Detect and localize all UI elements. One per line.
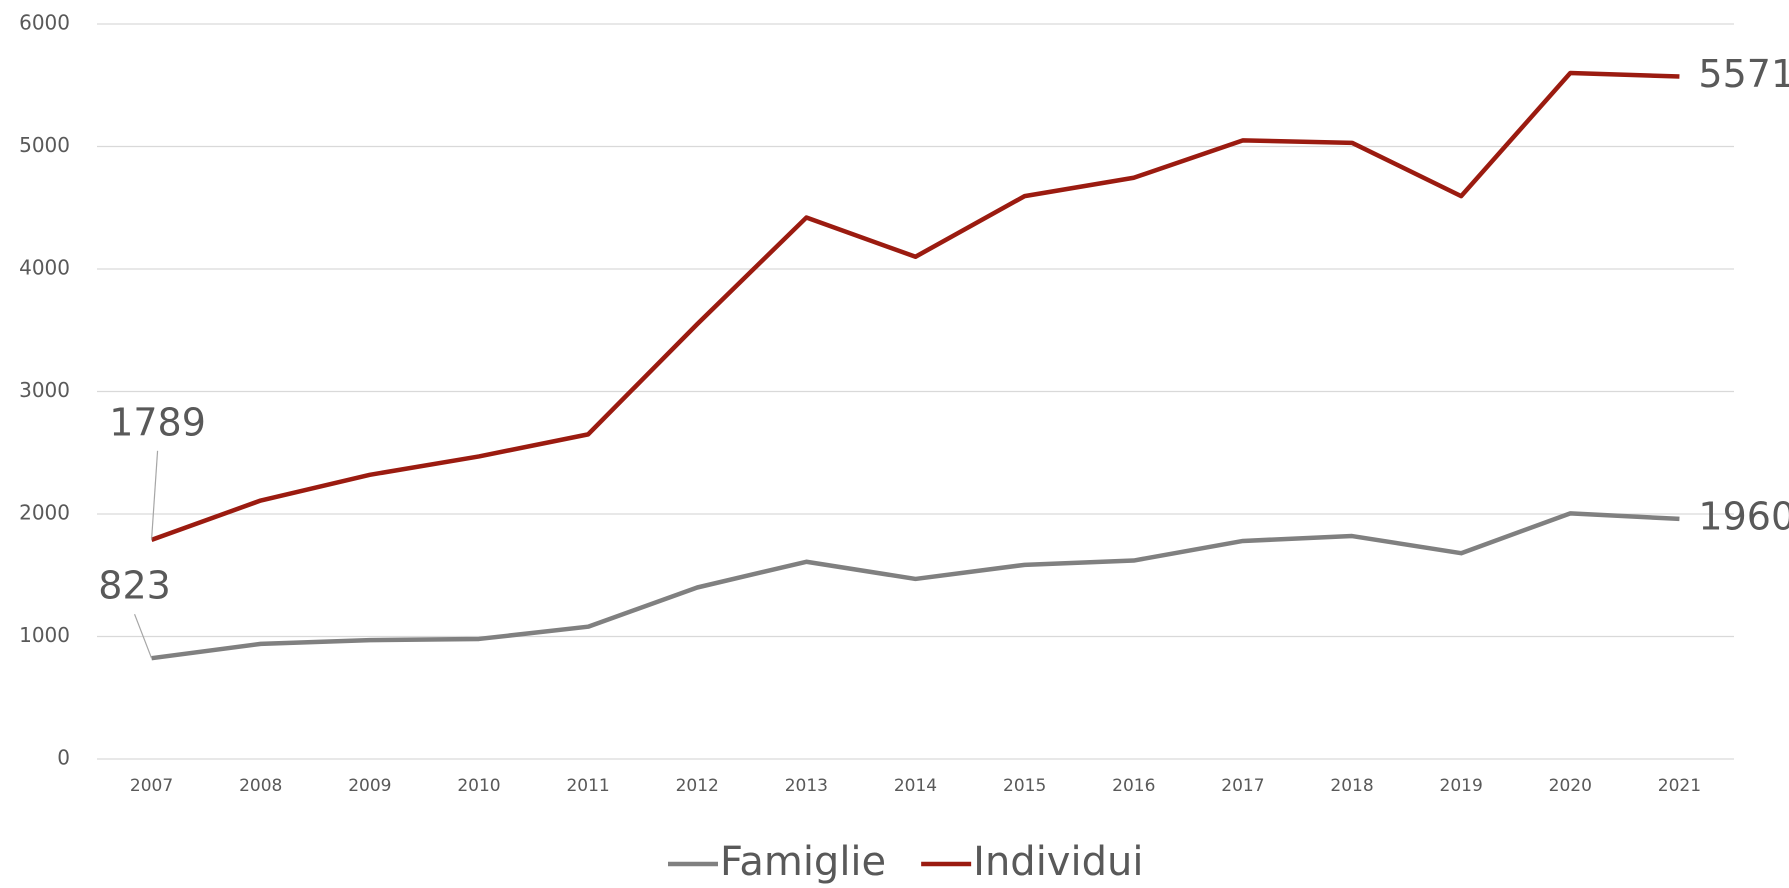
leader-line xyxy=(134,613,153,659)
data-label: 823 xyxy=(98,564,171,608)
x-tick-label: 2015 xyxy=(1003,776,1046,796)
line-series xyxy=(151,511,1680,661)
legend-label: Individui xyxy=(973,839,1143,884)
data-label: 1789 xyxy=(109,400,206,444)
x-tick-label: 2010 xyxy=(457,776,500,796)
y-tick-label: 2000 xyxy=(19,501,70,525)
line-series xyxy=(150,70,1680,542)
data-label: 1960 xyxy=(1698,494,1789,538)
x-tick-label: 2007 xyxy=(130,776,173,796)
x-tick-label: 2008 xyxy=(239,776,282,796)
x-tick-label: 2012 xyxy=(676,776,719,796)
x-tick-label: 2009 xyxy=(348,776,391,796)
x-tick-label: 2013 xyxy=(785,776,828,796)
x-tick-label: 2017 xyxy=(1221,776,1264,796)
x-tick-label: 2011 xyxy=(566,776,609,796)
x-tick-label: 2020 xyxy=(1549,776,1592,796)
x-tick-label: 2019 xyxy=(1440,776,1483,796)
y-tick-label: 3000 xyxy=(19,378,70,402)
legend-label: Famiglie xyxy=(720,839,886,884)
data-label: 5571 xyxy=(1698,52,1789,96)
y-tick-label: 5000 xyxy=(19,133,70,157)
x-tick-label: 2014 xyxy=(894,776,937,796)
x-tick-label: 2021 xyxy=(1658,776,1701,796)
leader-line xyxy=(150,450,159,540)
y-tick-label: 0 xyxy=(57,746,70,770)
y-tick-label: 1000 xyxy=(19,623,70,647)
x-tick-label: 2018 xyxy=(1330,776,1373,796)
y-tick-label: 4000 xyxy=(19,256,70,280)
y-tick-label: 6000 xyxy=(19,11,70,35)
x-tick-label: 2016 xyxy=(1112,776,1155,796)
